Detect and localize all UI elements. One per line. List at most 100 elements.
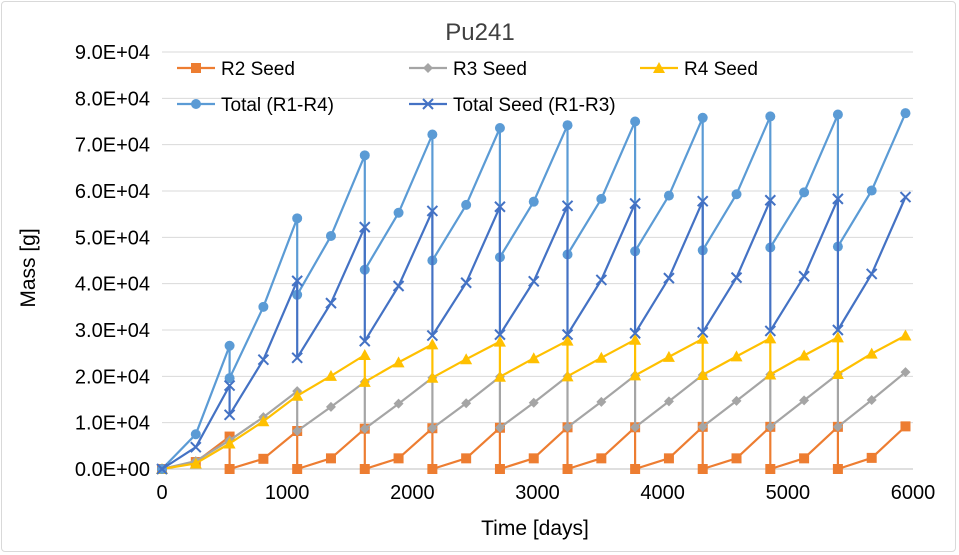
x-tick-label: 6000 [891,482,936,504]
legend-entry: R3 Seed [409,59,527,80]
data-point [900,108,911,119]
data-point [359,335,371,347]
data-point [764,332,777,344]
x-marker-stroke [899,191,912,203]
data-point [494,422,505,433]
data-point [697,195,709,207]
series-line [161,371,907,471]
data-point [494,122,505,133]
data-point [561,328,574,341]
gridlines [162,51,913,470]
x-marker-stroke [561,200,574,212]
data-point [460,353,473,365]
legend-marker [191,99,201,109]
data-point [393,398,404,409]
x-marker-stroke [422,98,434,110]
data-point [392,356,405,368]
data-point [866,394,877,405]
legend-marker [653,62,665,73]
data-point [731,189,742,200]
data-point [561,334,574,346]
x-marker-stroke [494,201,506,213]
data-point [730,350,743,362]
data-point [258,453,269,464]
data-point [798,349,811,361]
data-point [393,207,404,218]
x-marker-stroke [865,268,878,280]
x-marker-stroke [359,335,371,347]
x-marker-stroke [764,194,777,206]
data-point [865,268,878,280]
legend-marker [422,98,434,110]
data-point [764,368,777,380]
data-point [359,423,370,434]
data-point [359,464,370,474]
data-point [223,409,236,421]
data-point [866,452,877,463]
x-axis-title: Time [days] [481,517,589,540]
x-marker-stroke [156,463,168,475]
data-point [562,120,573,131]
series-5 [156,191,912,475]
data-point [630,116,641,127]
y-tick-label: 7.0E+04 [75,135,150,157]
data-point [662,350,675,362]
data-point [663,396,674,407]
x-tick-label: 1000 [265,482,310,504]
data-point [730,271,743,284]
series-group [156,108,912,475]
data-point [764,325,777,337]
x-marker-stroke [561,328,574,341]
data-point [899,329,912,341]
data-point [461,398,472,409]
data-point [696,332,709,344]
x-marker-stroke [392,280,405,292]
data-point [799,187,810,198]
x-marker-stroke [426,205,439,217]
legend-entry: R4 Seed [640,59,758,80]
data-point [156,463,168,475]
y-tick-label: 5.0E+04 [75,227,150,249]
data-point [697,112,708,123]
data-point [528,397,539,408]
data-point [223,379,236,392]
data-point [359,221,371,233]
data-point [832,324,844,336]
data-point [765,464,776,474]
x-marker-stroke [832,193,844,205]
x-marker-stroke [223,409,236,421]
data-point [765,111,776,122]
data-point [325,453,336,464]
x-marker-stroke [697,326,709,339]
data-point [900,421,911,432]
legend-entry: Total (R1-R4) [177,95,334,116]
x-marker-stroke [359,221,371,233]
data-point [595,274,608,286]
x-marker-stroke [629,197,641,210]
data-point [630,464,641,474]
data-point [427,423,438,434]
data-point [358,349,371,361]
data-point [697,421,708,432]
data-point [494,328,506,341]
data-point [257,353,270,366]
data-point [596,396,607,407]
data-point [596,453,607,464]
data-point [292,464,303,474]
data-point [831,368,844,380]
data-point [561,370,574,382]
data-point [493,335,506,347]
data-point [832,193,844,205]
legend-entry: Total Seed (R1-R3) [409,95,616,116]
x-tick-labels: 0 1000 2000 3000 4000 5000 6000 [156,482,935,504]
data-point [291,389,304,401]
x-marker-stroke [528,275,540,288]
data-point [189,457,202,469]
data-point [663,190,674,201]
data-point [427,129,438,140]
chart-title: Pu241 [445,19,514,46]
x-marker-stroke [697,195,709,207]
x-marker-stroke [730,271,743,284]
y-tick-label: 9.0E+04 [75,42,150,64]
